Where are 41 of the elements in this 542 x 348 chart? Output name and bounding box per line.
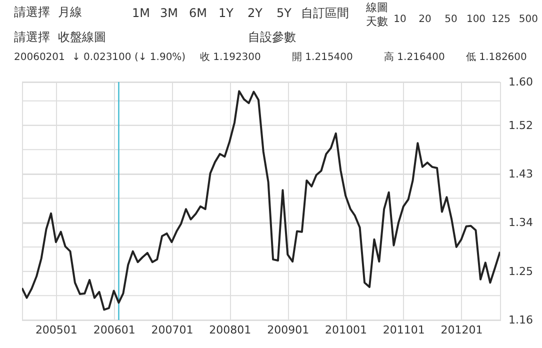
- text: 開 1.215400: [292, 52, 353, 63]
- text: 2Y: [248, 6, 264, 20]
- text: 3M: [160, 6, 178, 20]
- text: ↓ 0.023100 (↓ 1.90%): [72, 52, 186, 63]
- y-tick-label: 1.16: [508, 314, 533, 326]
- x-tick-label: 201001: [325, 324, 368, 336]
- line-series: [22, 90, 500, 311]
- x-tick-label: 200701: [151, 324, 194, 336]
- y-tick-label: 1.34: [508, 216, 533, 230]
- text: 20: [418, 14, 432, 25]
- text: 50: [444, 14, 458, 25]
- text: 1Y: [218, 6, 234, 20]
- text: 500: [518, 14, 538, 25]
- text: 線圖: [365, 1, 388, 14]
- text: 100: [466, 14, 486, 25]
- y-tick-label: 1.43: [508, 167, 533, 180]
- x-tick-label: 201201: [440, 324, 483, 336]
- y-tick-label: 1.60: [508, 76, 533, 88]
- x-tick-label: 200501: [35, 324, 78, 336]
- text: 6M: [189, 6, 207, 20]
- x-tick-label: 200601: [93, 324, 136, 336]
- x-tick-label: 201101: [382, 324, 425, 336]
- x-tick-label: 200801: [209, 324, 252, 336]
- text: 自設參數: [248, 30, 296, 44]
- text: 天數: [366, 15, 388, 28]
- text: 高 1.216400: [384, 51, 445, 63]
- text: 低 1.182600: [466, 52, 527, 63]
- text: 1M: [132, 6, 150, 20]
- text: 收 1.192300: [200, 52, 261, 63]
- text: 請選擇: [14, 30, 50, 44]
- y-tick-label: 1.52: [508, 118, 533, 132]
- text: 收盤線圖: [58, 30, 106, 44]
- text: 10: [394, 14, 406, 25]
- y-tick-label: 1.25: [508, 264, 533, 278]
- x-tick-label: 200901: [267, 324, 310, 336]
- text: 月線: [58, 5, 82, 19]
- text: 請選擇: [14, 5, 50, 19]
- text: 5Y: [276, 6, 292, 20]
- text: 自訂區間: [301, 6, 349, 20]
- text: 125: [491, 14, 511, 25]
- text: 20060201: [14, 52, 65, 63]
